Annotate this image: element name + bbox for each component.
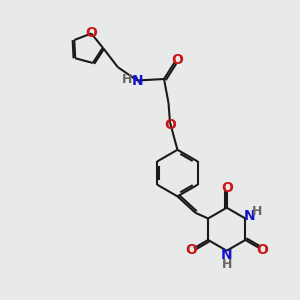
Text: H: H bbox=[252, 205, 263, 218]
Text: H: H bbox=[221, 258, 232, 271]
Text: O: O bbox=[85, 26, 97, 40]
Text: O: O bbox=[221, 181, 233, 195]
Text: N: N bbox=[131, 74, 143, 88]
Text: O: O bbox=[185, 243, 197, 257]
Text: H: H bbox=[122, 73, 132, 85]
Text: O: O bbox=[257, 243, 268, 257]
Text: N: N bbox=[243, 209, 255, 223]
Text: N: N bbox=[221, 248, 232, 262]
Text: O: O bbox=[172, 52, 183, 67]
Text: O: O bbox=[165, 118, 176, 132]
